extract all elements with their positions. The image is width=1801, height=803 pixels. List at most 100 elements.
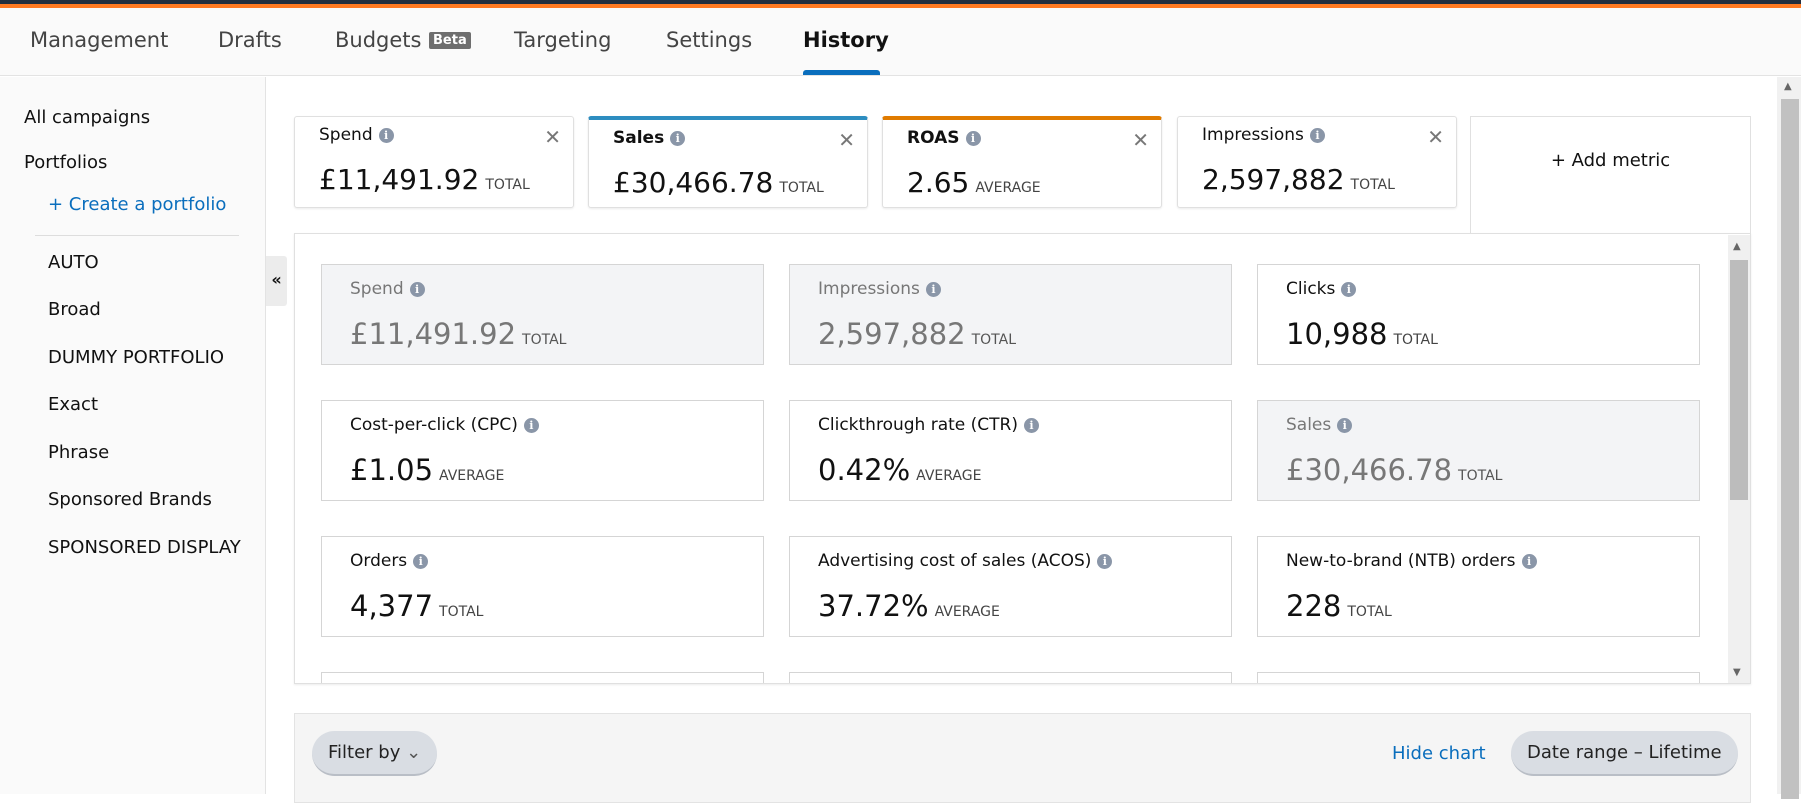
metric-label: Clickthrough rate (CTR) xyxy=(818,415,1018,435)
sidebar-portfolios[interactable]: Portfolios xyxy=(24,152,108,173)
panel-scrollbar[interactable]: ▲ ▼ xyxy=(1728,235,1750,683)
metric-option-card[interactable] xyxy=(1257,672,1700,683)
metric-label: Impressions xyxy=(818,279,920,299)
selected-metric-card[interactable]: Impressions i ✕ 2,597,882 TOTAL xyxy=(1177,116,1457,208)
filter-by-button[interactable]: Filter by ⌄ xyxy=(312,731,438,776)
scroll-down-icon[interactable]: ▼ xyxy=(1733,667,1741,678)
metric-value: 2,597,882 xyxy=(1202,163,1345,196)
info-icon[interactable]: i xyxy=(965,131,981,146)
metric-label: Sales xyxy=(613,128,665,148)
tab-drafts[interactable]: Drafts xyxy=(218,28,282,52)
metric-value: £1.05 xyxy=(350,453,434,487)
sidebar-item-phrase[interactable]: Phrase xyxy=(48,442,110,463)
scroll-up-icon[interactable]: ▲ xyxy=(1733,241,1741,252)
tab-targeting[interactable]: Targeting xyxy=(514,28,612,52)
hide-chart-link[interactable]: Hide chart xyxy=(1392,743,1486,764)
selected-metric-card[interactable]: Sales i ✕ £30,466.78 TOTAL xyxy=(588,116,868,208)
metric-picker-panel: Spend i £11,491.92 TOTAL Impressions i 2,59… xyxy=(294,233,1751,684)
close-icon[interactable]: ✕ xyxy=(544,125,561,149)
close-icon[interactable]: ✕ xyxy=(1132,128,1149,152)
metric-unit: TOTAL xyxy=(1347,604,1392,620)
info-icon[interactable]: i xyxy=(925,282,941,297)
metric-label: Spend xyxy=(319,125,373,145)
sidebar-item-dummy-portfolio[interactable]: DUMMY PORTFOLIO xyxy=(48,347,225,368)
sidebar-item-sponsored-display[interactable]: SPONSORED DISPLAY xyxy=(48,537,241,558)
metric-unit: TOTAL xyxy=(1350,177,1395,193)
metric-unit: TOTAL xyxy=(522,332,567,348)
metric-option-card[interactable] xyxy=(321,672,764,683)
add-metric-button[interactable]: + Add metric xyxy=(1470,116,1751,234)
sidebar: All campaigns Portfolios + Create a port… xyxy=(0,77,266,794)
chevron-down-icon: ⌄ xyxy=(406,742,422,763)
info-icon[interactable]: i xyxy=(409,282,425,297)
metric-option-card[interactable]: Clickthrough rate (CTR) i 0.42% AVERAGE xyxy=(789,400,1232,501)
filter-by-label: Filter by xyxy=(328,742,401,763)
sidebar-divider xyxy=(35,235,239,236)
create-portfolio-link[interactable]: + Create a portfolio xyxy=(48,194,227,215)
sidebar-item-exact[interactable]: Exact xyxy=(48,394,99,415)
info-icon[interactable]: i xyxy=(1309,128,1325,143)
metric-unit: AVERAGE xyxy=(934,604,1000,620)
info-icon[interactable]: i xyxy=(1521,554,1537,569)
page-scrollbar[interactable]: ▲ xyxy=(1777,77,1801,799)
sidebar-item-sponsored-brands[interactable]: Sponsored Brands xyxy=(48,489,212,510)
metric-value: 2,597,882 xyxy=(818,317,966,351)
metric-value: £30,466.78 xyxy=(1286,453,1453,487)
metric-unit: TOTAL xyxy=(779,180,824,196)
metric-label: Orders xyxy=(350,551,408,571)
selected-metric-card[interactable]: Spend i ✕ £11,491.92 TOTAL xyxy=(294,116,574,208)
metric-unit: TOTAL xyxy=(439,604,484,620)
info-icon[interactable]: i xyxy=(1023,418,1039,433)
metric-option-card[interactable]: New-to-brand (NTB) orders i 228 TOTAL xyxy=(1257,536,1700,637)
metric-value: 4,377 xyxy=(350,589,434,623)
metric-label: Advertising cost of sales (ACOS) xyxy=(818,551,1092,571)
info-icon[interactable]: i xyxy=(1341,282,1357,297)
metric-value: 0.42% xyxy=(818,453,911,487)
date-range-button[interactable]: Date range – Lifetime xyxy=(1511,731,1738,776)
tab-settings[interactable]: Settings xyxy=(666,28,753,52)
metric-option-card[interactable]: Sales i £30,466.78 TOTAL xyxy=(1257,400,1700,501)
tab-budgets[interactable]: Budgets xyxy=(335,28,422,52)
info-icon[interactable]: i xyxy=(1337,418,1353,433)
metric-value: 2.65 xyxy=(907,166,970,199)
metric-unit: AVERAGE xyxy=(975,180,1041,196)
metric-unit: TOTAL xyxy=(1458,468,1503,484)
close-icon[interactable]: ✕ xyxy=(1427,125,1444,149)
tab-management[interactable]: Management xyxy=(30,28,169,52)
active-tab-indicator xyxy=(803,70,880,75)
metric-option-card[interactable]: Spend i £11,491.92 TOTAL xyxy=(321,264,764,365)
metric-value: 10,988 xyxy=(1286,317,1388,351)
metric-option-card[interactable]: Advertising cost of sales (ACOS) i 37.72%… xyxy=(789,536,1232,637)
info-icon[interactable]: i xyxy=(378,128,394,143)
metric-label: Sales xyxy=(1286,415,1332,435)
metric-value: £11,491.92 xyxy=(319,163,480,196)
metric-value: 37.72% xyxy=(818,589,929,623)
info-icon[interactable]: i xyxy=(1097,554,1113,569)
metric-value: £30,466.78 xyxy=(613,166,774,199)
page-scrollbar-thumb[interactable] xyxy=(1781,99,1799,799)
metric-option-card[interactable]: Orders i 4,377 TOTAL xyxy=(321,536,764,637)
sidebar-item-auto[interactable]: AUTO xyxy=(48,252,99,273)
tab-history[interactable]: History xyxy=(803,28,889,52)
info-icon[interactable]: i xyxy=(670,131,686,146)
info-icon[interactable]: i xyxy=(523,418,539,433)
metric-label: ROAS xyxy=(907,128,960,148)
metric-option-card[interactable]: Cost-per-click (CPC) i £1.05 AVERAGE xyxy=(321,400,764,501)
metric-option-card[interactable] xyxy=(789,672,1232,683)
filter-bar: Filter by ⌄ Hide chart Date range – Life… xyxy=(294,713,1751,803)
close-icon[interactable]: ✕ xyxy=(838,128,855,152)
metric-option-card[interactable]: Impressions i 2,597,882 TOTAL xyxy=(789,264,1232,365)
metric-label: Clicks xyxy=(1286,279,1336,299)
top-stripe xyxy=(0,0,1801,8)
metric-label: Cost-per-click (CPC) xyxy=(350,415,518,435)
collapse-sidebar-icon[interactable]: « xyxy=(266,256,287,306)
info-icon[interactable]: i xyxy=(413,554,429,569)
sidebar-all-campaigns[interactable]: All campaigns xyxy=(24,107,151,128)
metric-label: Spend xyxy=(350,279,404,299)
sidebar-item-broad[interactable]: Broad xyxy=(48,299,101,320)
beta-badge: Beta xyxy=(429,32,471,49)
scroll-up-icon[interactable]: ▲ xyxy=(1784,81,1792,92)
panel-scrollbar-thumb[interactable] xyxy=(1730,260,1748,500)
selected-metric-card[interactable]: ROAS i ✕ 2.65 AVERAGE xyxy=(882,116,1162,208)
metric-option-card[interactable]: Clicks i 10,988 TOTAL xyxy=(1257,264,1700,365)
